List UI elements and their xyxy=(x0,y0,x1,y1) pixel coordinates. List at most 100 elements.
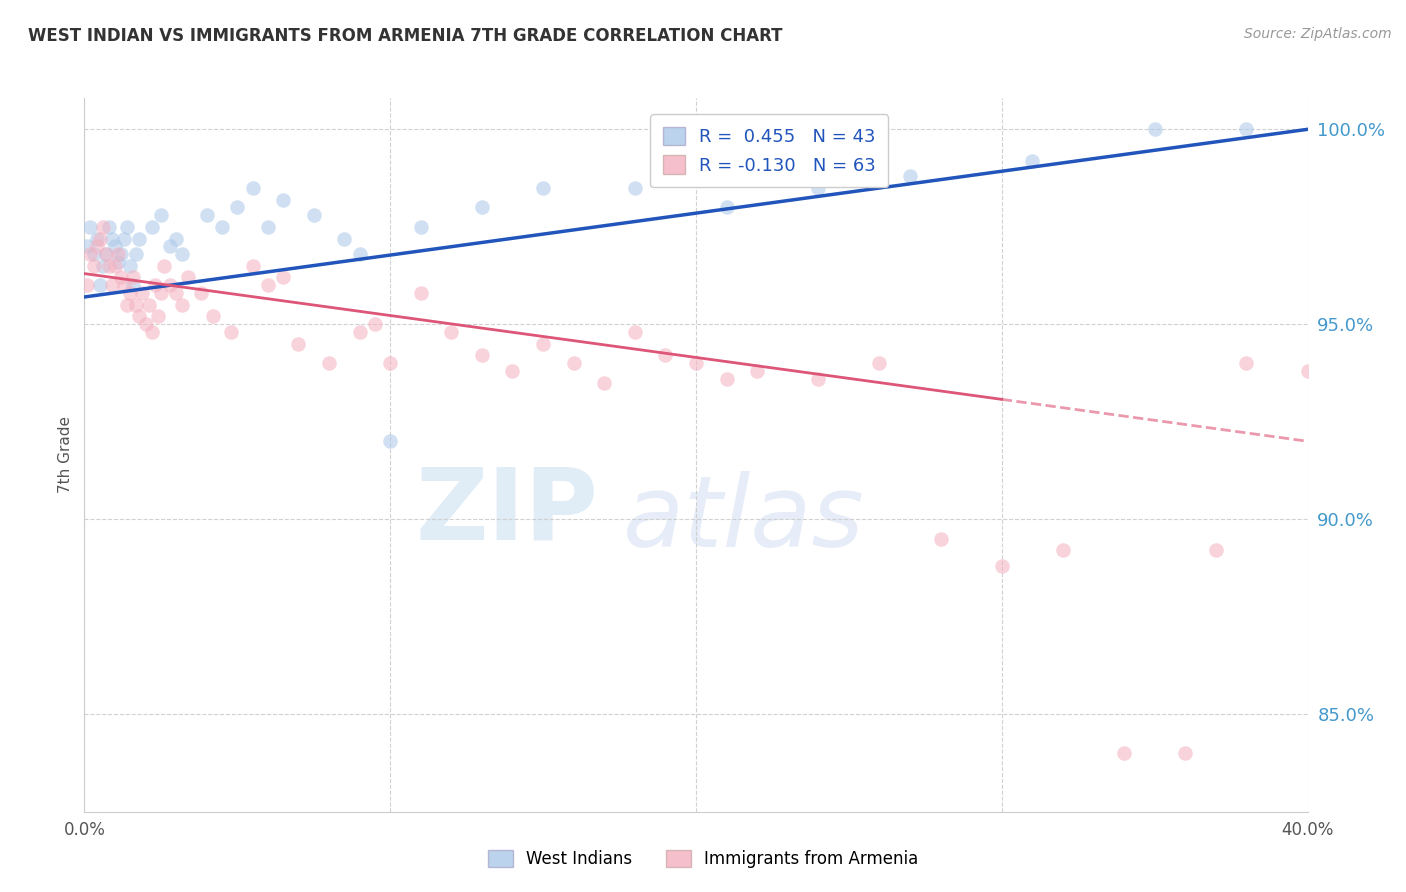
Point xyxy=(76,239,98,253)
Point xyxy=(716,372,738,386)
Point xyxy=(141,325,163,339)
Point xyxy=(593,376,616,390)
Point xyxy=(110,270,132,285)
Point xyxy=(128,310,150,324)
Point xyxy=(177,270,200,285)
Legend: West Indians, Immigrants from Armenia: West Indians, Immigrants from Armenia xyxy=(481,843,925,875)
Point xyxy=(380,434,402,449)
Point xyxy=(149,208,172,222)
Point xyxy=(76,278,98,293)
Point xyxy=(531,336,554,351)
Point xyxy=(318,356,340,370)
Point xyxy=(195,208,218,222)
Point xyxy=(471,200,494,214)
Point xyxy=(257,278,280,293)
Point xyxy=(79,247,101,261)
Point xyxy=(91,219,114,234)
Point xyxy=(349,247,371,261)
Point xyxy=(807,181,830,195)
Point xyxy=(94,247,117,261)
Point xyxy=(86,231,108,245)
Point xyxy=(1021,153,1043,168)
Point xyxy=(257,219,280,234)
Point xyxy=(120,286,142,301)
Point xyxy=(89,278,111,293)
Point xyxy=(211,219,233,234)
Point xyxy=(125,247,148,261)
Point xyxy=(201,310,224,324)
Point xyxy=(97,219,120,234)
Point xyxy=(128,231,150,245)
Point xyxy=(302,208,325,222)
Point xyxy=(172,247,194,261)
Legend: R =  0.455   N = 43, R = -0.130   N = 63: R = 0.455 N = 43, R = -0.130 N = 63 xyxy=(651,114,889,187)
Point xyxy=(1234,122,1257,136)
Point xyxy=(122,278,145,293)
Point xyxy=(531,181,554,195)
Point xyxy=(409,286,432,301)
Point xyxy=(271,270,294,285)
Point xyxy=(333,231,356,245)
Point xyxy=(991,559,1014,574)
Point xyxy=(112,231,135,245)
Point xyxy=(91,259,114,273)
Point xyxy=(83,247,105,261)
Point xyxy=(120,259,142,273)
Point xyxy=(138,298,160,312)
Point xyxy=(242,259,264,273)
Point xyxy=(562,356,585,370)
Point xyxy=(1234,356,1257,370)
Point xyxy=(349,325,371,339)
Point xyxy=(471,349,494,363)
Point xyxy=(159,239,181,253)
Point xyxy=(898,169,921,183)
Point xyxy=(380,356,402,370)
Point xyxy=(219,325,242,339)
Point xyxy=(165,231,187,245)
Point xyxy=(747,364,769,378)
Point xyxy=(716,200,738,214)
Point xyxy=(929,532,952,546)
Point xyxy=(107,255,129,269)
Point xyxy=(364,318,387,332)
Point xyxy=(654,349,676,363)
Text: WEST INDIAN VS IMMIGRANTS FROM ARMENIA 7TH GRADE CORRELATION CHART: WEST INDIAN VS IMMIGRANTS FROM ARMENIA 7… xyxy=(28,27,783,45)
Point xyxy=(807,372,830,386)
Point xyxy=(502,364,524,378)
Text: atlas: atlas xyxy=(623,471,865,567)
Point xyxy=(79,219,101,234)
Point xyxy=(685,356,707,370)
Point xyxy=(149,286,172,301)
Point xyxy=(112,278,135,293)
Point xyxy=(97,259,120,273)
Point xyxy=(1143,122,1166,136)
Point xyxy=(135,318,157,332)
Point xyxy=(83,259,105,273)
Point xyxy=(1296,364,1319,378)
Point xyxy=(165,286,187,301)
Point xyxy=(1052,543,1074,558)
Point xyxy=(159,278,181,293)
Text: Source: ZipAtlas.com: Source: ZipAtlas.com xyxy=(1244,27,1392,41)
Point xyxy=(94,247,117,261)
Point xyxy=(172,298,194,312)
Point xyxy=(271,193,294,207)
Point xyxy=(146,310,169,324)
Point xyxy=(226,200,249,214)
Point xyxy=(115,219,138,234)
Point xyxy=(1174,746,1197,760)
Point xyxy=(143,278,166,293)
Point xyxy=(125,298,148,312)
Text: ZIP: ZIP xyxy=(415,464,598,560)
Point xyxy=(101,278,124,293)
Point xyxy=(110,247,132,261)
Y-axis label: 7th Grade: 7th Grade xyxy=(58,417,73,493)
Point xyxy=(104,239,127,253)
Point xyxy=(107,247,129,261)
Point xyxy=(153,259,176,273)
Point xyxy=(624,325,647,339)
Point xyxy=(86,239,108,253)
Point xyxy=(190,286,212,301)
Point xyxy=(1205,543,1227,558)
Point xyxy=(1114,746,1136,760)
